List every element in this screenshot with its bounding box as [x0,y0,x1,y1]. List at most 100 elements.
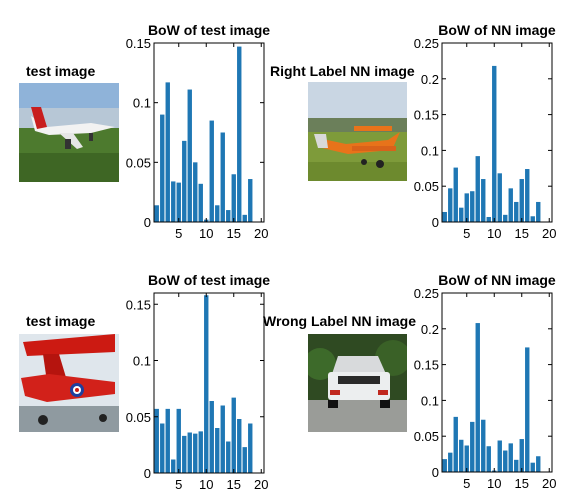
axes-frame [441,42,553,223]
y-tick-label: 0.2 [421,72,439,87]
test-image-thumbnail-1 [19,83,119,182]
x-tick-label: 5 [463,476,470,491]
bar [220,132,225,222]
bar [165,408,170,473]
bar [514,459,519,472]
bar [187,89,192,222]
y-tick-label: 0.05 [414,429,439,444]
bow-test-image-chart-2: BoW of test image 0 0.05 0.1 0.15 5 10 15 20 [126,272,271,492]
bar [519,439,524,472]
bar [154,205,159,222]
bar [237,46,242,222]
y-tick-label: 0.25 [414,286,439,301]
nn-image-thumbnail-2 [308,334,407,432]
bar [209,120,214,222]
y-tick-label: 0.25 [414,36,439,51]
x-tick-label: 5 [463,226,470,241]
bar [514,201,519,222]
nn-image-label-2: Wrong Label NN image [263,313,416,329]
bar [160,114,165,222]
bar [226,210,231,222]
x-tick-label: 5 [175,477,182,492]
test-image-label-2: test image [26,313,96,329]
y-tick-label: 0.1 [133,354,151,369]
y-tick-label: 0.15 [126,297,151,312]
x-tick-label: 10 [487,476,501,491]
bar [442,211,447,222]
bow-test-image-chart-1: BoW of test image 0 0.05 0.1 0.15 5 10 15 20 [126,22,271,241]
bar [171,459,176,473]
bow-nn-image-chart-2: BoW of NN image 0 0.05 0.1 0.15 0.2 0.25 5 10 15 2… [414,272,557,491]
bar [536,456,541,472]
y-tick-label: 0 [432,215,439,230]
bar [464,445,469,472]
x-tick-label: 20 [254,226,268,241]
bar [248,179,253,222]
bar [459,439,464,472]
y-tick-label: 0.15 [126,36,151,51]
bar [160,423,165,473]
bar [536,201,541,222]
bar [470,191,475,222]
bar [481,179,486,222]
x-tick-label: 20 [542,476,556,491]
bar [154,408,159,473]
bar [248,423,253,473]
y-tick-label: 0.05 [126,155,151,170]
bar [525,169,530,222]
bar [242,214,247,222]
x-tick-label: 10 [199,226,213,241]
bar [171,181,176,222]
bar [508,188,513,222]
bar [525,347,530,472]
nn-image-label-1: Right Label NN image [270,63,415,79]
bar [231,174,236,222]
axes-frame [153,42,265,223]
chart-title: BoW of test image [148,272,270,288]
bar [204,295,209,473]
bar [497,173,502,222]
bar [503,214,508,222]
x-tick-label: 20 [254,477,268,492]
y-tick-label: 0.05 [126,410,151,425]
axes-frame [441,292,553,473]
y-tick-label: 0.05 [414,179,439,194]
x-tick-label: 5 [175,226,182,241]
bar [508,443,513,472]
x-tick-label: 10 [199,477,213,492]
bar [519,179,524,222]
bar [176,408,181,473]
bar [209,401,214,473]
bar [453,167,458,222]
y-tick-label: 0.1 [133,96,151,111]
bar [237,419,242,473]
nn-image-thumbnail-1 [308,82,407,181]
bar [242,447,247,473]
bar [215,428,220,473]
bar [481,419,486,472]
bar [165,82,170,222]
bar [453,416,458,472]
bar [198,183,203,222]
bar [470,421,475,472]
bow-nn-image-chart-1: BoW of NN image 0 0.05 0.1 0.15 0.2 0.25 5 10 15 2… [414,22,557,241]
chart-title: BoW of NN image [438,22,556,38]
y-tick-label: 0.15 [414,108,439,123]
y-tick-label: 0 [144,215,151,230]
bar [220,405,225,473]
bar [492,65,497,222]
y-tick-label: 0.2 [421,322,439,337]
y-tick-label: 0 [432,465,439,480]
bar [193,433,198,473]
y-tick-label: 0.1 [421,393,439,408]
bar [475,156,480,222]
test-image-label-1: test image [26,63,96,79]
bar [464,193,469,222]
bar [530,462,535,472]
bar [215,205,220,222]
chart-title: BoW of NN image [438,272,556,288]
bar [448,188,453,222]
x-tick-label: 10 [487,226,501,241]
bar [486,446,491,472]
